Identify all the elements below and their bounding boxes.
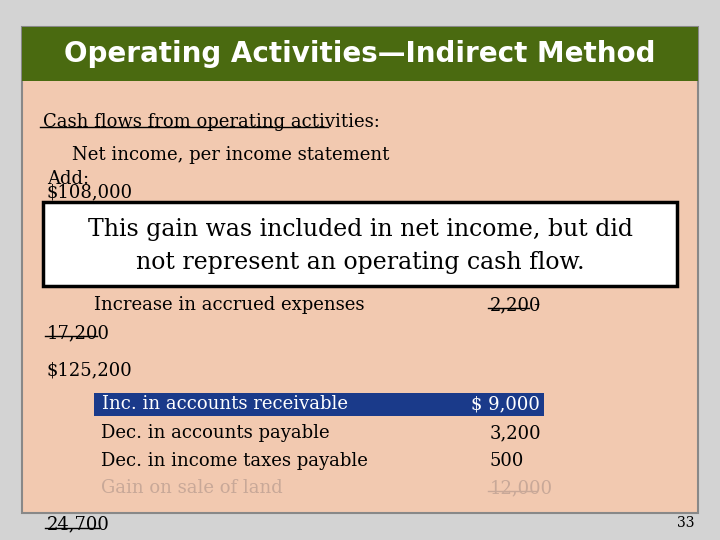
Text: Cash flows from operating activities:: Cash flows from operating activities: (43, 113, 380, 131)
Text: Operating Activities—Indirect Method: Operating Activities—Indirect Method (64, 40, 656, 68)
Text: 17,200: 17,200 (47, 324, 110, 342)
Text: Dec. in income taxes payable: Dec. in income taxes payable (101, 452, 368, 470)
Text: $108,000: $108,000 (47, 184, 133, 201)
Text: 24,700: 24,700 (47, 516, 109, 534)
Text: Dec. in accounts payable: Dec. in accounts payable (101, 424, 330, 442)
Text: 500: 500 (490, 452, 524, 470)
Text: This gain was included in net income, but did: This gain was included in net income, bu… (88, 218, 632, 241)
Text: Inc. in accounts receivable: Inc. in accounts receivable (102, 395, 348, 414)
Text: 33: 33 (678, 516, 695, 530)
Text: Add:: Add: (47, 170, 89, 188)
Text: -: - (533, 296, 539, 314)
Text: Gain on sale of land: Gain on sale of land (101, 479, 282, 497)
Text: 3,200: 3,200 (490, 424, 541, 442)
Text: Increase in accrued expenses: Increase in accrued expenses (94, 296, 364, 314)
Text: not represent an operating cash flow.: not represent an operating cash flow. (135, 251, 585, 274)
Text: 2,200: 2,200 (490, 296, 541, 314)
Text: 12,000: 12,000 (490, 479, 553, 497)
Text: $125,200: $125,200 (47, 362, 132, 380)
Text: Net income, per income statement: Net income, per income statement (72, 146, 390, 164)
Text: $ 9,000: $ 9,000 (471, 395, 540, 414)
